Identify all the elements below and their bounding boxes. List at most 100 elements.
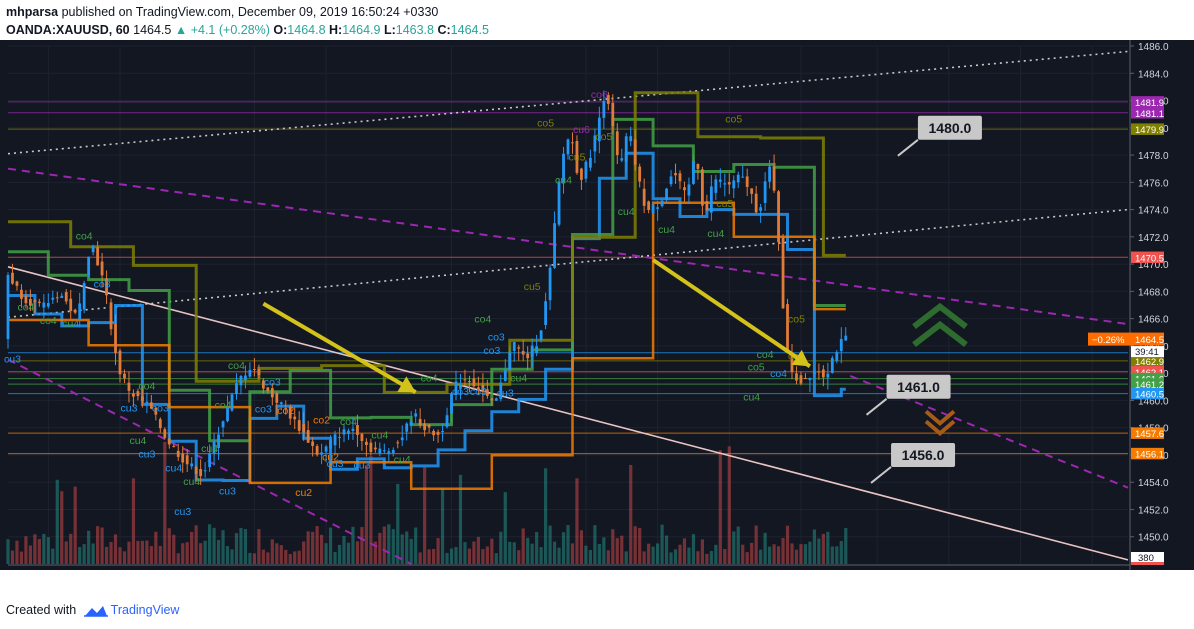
price-tick-label: 1454.0 xyxy=(1138,478,1169,489)
tradingview-logo-icon xyxy=(83,605,108,617)
volume-bar xyxy=(440,487,445,564)
candle-body xyxy=(499,382,503,400)
annotation-label: cu4 xyxy=(555,175,572,187)
volume-bar xyxy=(400,534,404,564)
annotation-label: co2 xyxy=(277,405,294,417)
candle-body xyxy=(382,450,386,452)
volume-bar xyxy=(584,545,588,564)
volume-bar xyxy=(378,532,382,564)
volume-bar xyxy=(481,549,485,564)
volume-bar xyxy=(539,547,543,564)
volume-bar xyxy=(458,474,463,564)
candle-body xyxy=(244,375,247,381)
volume-bar xyxy=(10,550,15,564)
candle-body xyxy=(15,281,19,286)
candle-body xyxy=(817,371,821,373)
volume-bar xyxy=(225,546,230,564)
volume-bar xyxy=(467,548,472,564)
volume-bar xyxy=(615,538,619,564)
candle-body xyxy=(29,298,32,306)
annotation-label: cu3 xyxy=(327,458,344,470)
volume-bar xyxy=(772,544,776,564)
annotation-label: co4 xyxy=(76,231,93,243)
yellow-arrowhead xyxy=(397,376,416,393)
candle-body xyxy=(638,166,642,182)
author-name[interactable]: mhparsa xyxy=(6,5,59,19)
candle-body xyxy=(391,449,395,454)
candle-body xyxy=(360,433,364,441)
candle-body xyxy=(132,393,135,397)
volume-bar xyxy=(190,531,194,564)
volume-bar xyxy=(682,538,687,564)
candle-body xyxy=(37,301,41,304)
volume-bar xyxy=(243,529,248,564)
annotation-label: co5 xyxy=(788,314,805,326)
annotation-label: co4 xyxy=(340,416,357,428)
candle-body xyxy=(82,283,86,310)
volume-bar xyxy=(624,551,628,564)
candle-body xyxy=(427,424,431,428)
volume-bar xyxy=(37,539,41,564)
volume-bar xyxy=(557,547,561,564)
candle-body xyxy=(55,297,59,299)
candle-body xyxy=(163,429,167,438)
tradingview-link[interactable]: TradingView xyxy=(110,603,180,617)
candle-body xyxy=(660,200,664,207)
volume-tag xyxy=(1131,552,1164,563)
yellow-arrowhead xyxy=(791,349,810,367)
chart-header: mhparsa published on TradingView.com, De… xyxy=(0,0,1194,40)
candle-body xyxy=(20,289,23,299)
candle-body xyxy=(705,201,709,210)
volume-bar xyxy=(669,552,673,564)
volume-bar xyxy=(118,547,122,564)
volume-bar xyxy=(526,537,530,564)
candle-body xyxy=(535,346,539,354)
candle-body xyxy=(844,335,848,341)
annotation-label: cu5 xyxy=(716,198,733,210)
annotation-label: co3 xyxy=(452,386,469,398)
volume-bar xyxy=(275,543,279,564)
volume-bar xyxy=(257,529,261,564)
price-tick-label: 1476.0 xyxy=(1138,178,1169,189)
candle-body xyxy=(481,384,485,392)
green-step-line xyxy=(8,117,846,443)
time-axis[interactable]: 22 25 27 28 Dec 4 5 6 9 01:30 11 12 13 xyxy=(42,568,1098,570)
volume-bar xyxy=(503,492,507,564)
candle-body xyxy=(494,398,498,401)
candle-body xyxy=(167,438,171,445)
level-tag-label: 1461.2 xyxy=(1135,380,1164,391)
candle-body xyxy=(100,261,104,276)
candle-body xyxy=(42,302,46,308)
volume-bar xyxy=(570,543,575,564)
candle-body xyxy=(544,301,547,325)
candle-body xyxy=(804,378,807,380)
candle-body xyxy=(176,450,180,457)
price-axis[interactable]: 1450.01452.01454.01456.01458.01460.01462… xyxy=(8,40,1169,570)
upper-channel-line xyxy=(7,50,1129,155)
price-tick-label: 1484.0 xyxy=(1138,69,1169,80)
price-callouts[interactable]: 1480.0 1461.0 1456.0 xyxy=(865,115,982,484)
candle-body xyxy=(208,453,211,468)
volume-bar xyxy=(803,544,808,564)
volume-bar xyxy=(490,538,494,564)
annotation-label: cu4 xyxy=(183,476,200,488)
annotation-label: cu3 xyxy=(4,353,21,365)
symbol-name[interactable]: OANDA:XAUUSD, 60 xyxy=(6,23,130,37)
candle-body xyxy=(217,434,220,448)
volume-bar xyxy=(167,528,171,564)
time-tick-label: 11 xyxy=(943,568,954,570)
time-tick-label: 4 xyxy=(583,568,589,570)
candle-body xyxy=(615,131,619,156)
volume-bar xyxy=(776,546,781,564)
volume-bar xyxy=(763,532,767,564)
level-tag xyxy=(1131,251,1164,264)
volume-bar xyxy=(687,547,691,564)
candle-body xyxy=(589,157,592,168)
volume-bar xyxy=(472,541,476,564)
down-chevron-icon xyxy=(924,409,956,427)
callout-label: 1461.0 xyxy=(897,379,940,395)
annotation-label: cu3 xyxy=(138,449,155,461)
volume-bar xyxy=(759,549,763,564)
volume-bar xyxy=(82,544,86,564)
